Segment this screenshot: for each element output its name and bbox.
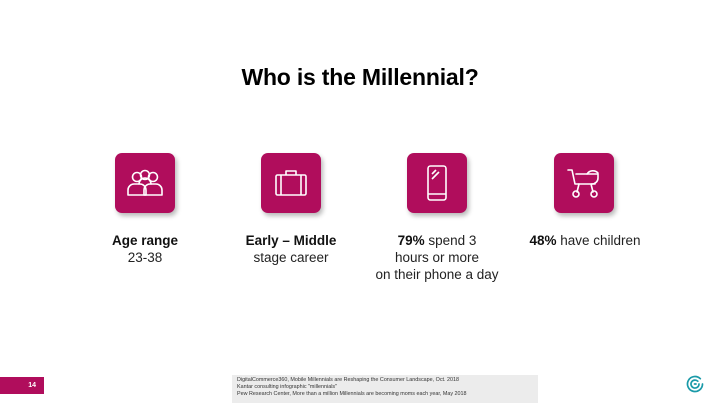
source-line: DigitalCommerce360, Mobile Millennials a… <box>237 377 460 383</box>
people-group-icon <box>127 169 163 196</box>
slide-title: Who is the Millennial? <box>241 64 479 90</box>
fact-caption-phone: 79% spend 3 hours or more on their phone… <box>357 232 517 283</box>
fact-caption-career: Early – Middle stage career <box>211 232 371 266</box>
fact-tile-age <box>115 153 175 213</box>
briefcase-icon <box>275 170 307 196</box>
fact-text-line: hours or more <box>394 250 480 265</box>
fact-tile-children <box>554 153 614 213</box>
fact-caption-children: 48% have children <box>505 232 665 249</box>
fact-text-line: on their phone a day <box>375 267 499 282</box>
fact-highlight: Age range <box>111 233 179 248</box>
fact-caption-age: Age range 23-38 <box>65 232 225 266</box>
page-number-badge: 14 <box>0 377 44 394</box>
fact-text-line: 23-38 <box>127 250 163 265</box>
fact-highlight: 79% <box>397 233 425 248</box>
source-line: Kantar consulting infographic "millennia… <box>237 383 338 390</box>
fact-text-line: stage career <box>253 250 329 265</box>
fact-highlight: Early – Middle <box>245 233 337 248</box>
fact-tile-phone <box>407 153 467 213</box>
fact-text: spend 3 <box>424 233 477 248</box>
fact-tile-career <box>261 153 321 213</box>
brand-spiral-logo-icon <box>686 375 704 393</box>
source-line: Pew Research Center, More than a million… <box>237 390 467 397</box>
smartphone-icon <box>427 165 447 201</box>
fact-text: have children <box>556 233 641 248</box>
fact-highlight: 48% <box>529 233 557 248</box>
baby-stroller-icon <box>567 169 599 198</box>
sources-box: DigitalCommerce360, Mobile Millennials a… <box>232 375 538 403</box>
